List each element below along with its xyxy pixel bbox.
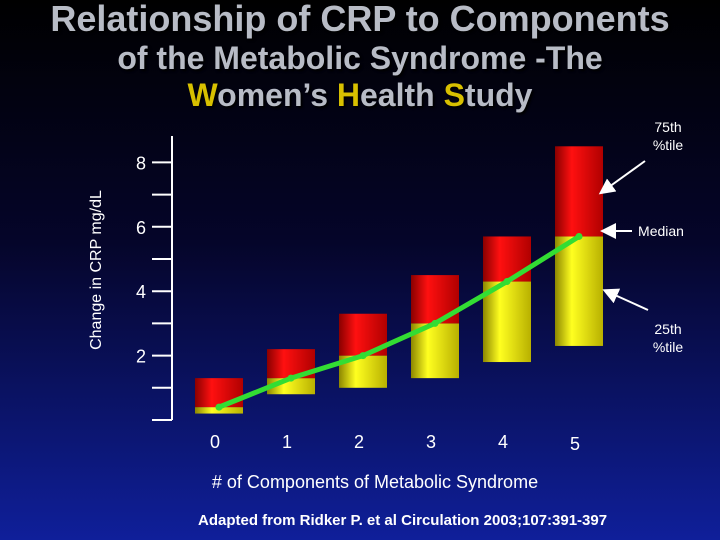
title-line-1: Relationship of CRP to Components: [50, 0, 670, 39]
arrow-25th: [602, 288, 649, 311]
x-tick-label: 3: [426, 432, 436, 452]
x-tick-label: 1: [282, 432, 292, 452]
y-tick-label: 4: [136, 282, 146, 302]
median-point: [215, 403, 223, 411]
bar-lower-5: [555, 236, 603, 346]
annotation-75th: 75th %tile: [653, 119, 684, 153]
title-line-2: of the Metabolic Syndrome -The: [117, 40, 603, 76]
y-tick-label: 8: [136, 153, 146, 173]
x-tick-label: 2: [354, 432, 364, 452]
median-point: [575, 232, 583, 240]
x-tick-label: 4: [498, 432, 508, 452]
citation-footer: Adapted from Ridker P. et al Circulation…: [198, 512, 608, 529]
x-tick-label: 0: [210, 432, 220, 452]
median-point: [431, 319, 439, 327]
x-tick-label: 5: [570, 434, 580, 454]
y-tick-label: 2: [136, 347, 146, 367]
annotation-median: Median: [638, 223, 684, 239]
median-point: [359, 352, 367, 360]
title-line-3: Women’s Health Study: [187, 77, 533, 113]
bar-upper-4: [483, 236, 531, 282]
bar-upper-5: [555, 146, 603, 237]
annotation-25th: 25th %tile: [653, 321, 684, 355]
median-line: [216, 233, 582, 410]
median-point: [287, 374, 295, 382]
x-axis-label: # of Components of Metabolic Syndrome: [212, 472, 538, 492]
y-axis-label: Change in CRP mg/dL: [88, 190, 105, 350]
median-point: [503, 278, 511, 286]
bar-lower-4: [483, 281, 531, 363]
y-tick-label: 6: [136, 218, 146, 238]
arrow-75th: [598, 160, 646, 195]
